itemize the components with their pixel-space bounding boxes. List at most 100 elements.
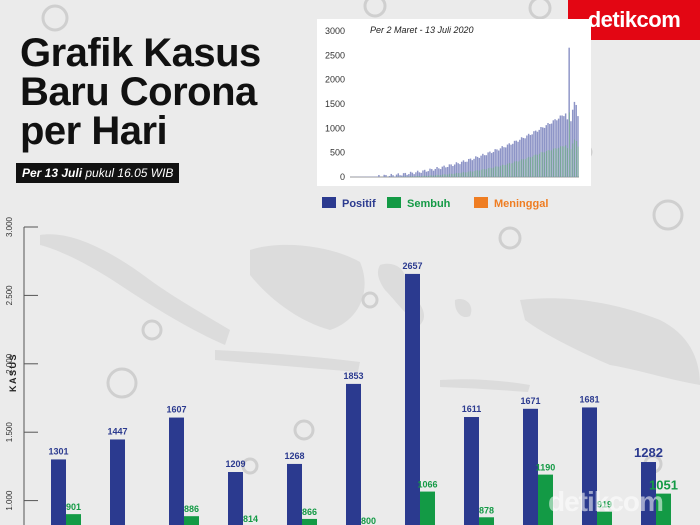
inset-bar-sembuh <box>429 175 431 177</box>
inset-bar-positif <box>408 174 410 177</box>
inset-bar-positif <box>401 175 403 177</box>
bar-sembuh <box>66 514 81 525</box>
inset-bar-positif <box>439 169 442 177</box>
chart-title: Grafik Kasus Baru Corona per Hari <box>20 33 310 153</box>
inset-bar-positif <box>450 164 452 177</box>
inset-bar-positif <box>490 153 493 177</box>
inset-bar-sembuh <box>482 168 484 177</box>
inset-chart: 3000 2500 2000 1500 1000 500 0 <box>325 26 579 182</box>
timestamp-time: pukul 16.05 WIB <box>82 166 174 180</box>
watermark: detikcom <box>548 486 664 517</box>
bar-label-positif: 2657 <box>402 261 422 271</box>
bar-positif <box>405 273 420 525</box>
inset-bar-positif <box>392 175 394 177</box>
inset-bar-positif <box>429 168 431 177</box>
inset-date-range: Per 2 Maret - 13 Juli 2020 <box>370 25 474 35</box>
inset-bar-positif <box>411 172 414 177</box>
inset-bar-sembuh <box>517 161 519 177</box>
inset-bar-positif <box>497 150 500 177</box>
inset-bar-positif <box>453 164 456 177</box>
inset-bar-sembuh <box>523 159 524 177</box>
inset-bar-sembuh <box>405 176 406 177</box>
inset-bar-positif <box>434 168 437 177</box>
inset-bar-sembuh <box>576 140 577 177</box>
y-tick-label: 3.000 <box>5 216 14 237</box>
inset-bar-sembuh <box>452 174 454 177</box>
inset-bar-positif <box>469 158 472 177</box>
inset-bar-positif <box>506 144 509 177</box>
bar-positif <box>523 408 538 525</box>
inset-bar-positif <box>415 172 417 177</box>
inset-bar-sembuh <box>503 165 505 177</box>
bar-label-positif: 1853 <box>343 371 363 381</box>
inset-bar-positif <box>452 166 454 177</box>
timestamp-badge: Per 13 Juli pukul 16.05 WIB <box>16 163 180 183</box>
inset-bar-sembuh <box>542 152 544 177</box>
inset-bar-sembuh <box>428 175 429 177</box>
y-tick-label: 2.500 <box>5 285 14 306</box>
inset-bar-sembuh <box>422 175 424 177</box>
inset-bar-sembuh <box>568 112 570 177</box>
inset-bar-positif <box>413 174 415 177</box>
bar-label-positif: 1268 <box>284 451 304 461</box>
inset-bar-positif <box>395 174 398 177</box>
inset-bar-positif <box>446 166 449 177</box>
inset-bar-positif <box>478 157 481 177</box>
legend-swatch-positif <box>322 197 336 208</box>
inset-bar-positif <box>483 155 486 177</box>
inset-bar-sembuh <box>442 174 443 177</box>
inset-bar-sembuh <box>537 154 538 177</box>
inset-bar-positif <box>443 165 445 177</box>
bar-positif <box>464 417 479 525</box>
inset-bar-positif <box>482 153 484 177</box>
inset-bar-sembuh <box>431 175 433 177</box>
inset-bar-sembuh <box>489 167 491 177</box>
bar-label-sembuh: 1066 <box>417 480 437 490</box>
inset-bar-positif <box>445 167 447 177</box>
inset-bar-positif <box>457 163 459 177</box>
inset-bar-sembuh <box>524 159 526 177</box>
inset-bar-sembuh <box>484 169 486 177</box>
inset-bar-sembuh <box>531 156 533 177</box>
inset-bar-sembuh <box>456 172 457 177</box>
inset-bar-sembuh <box>473 171 475 177</box>
bar-sembuh <box>184 516 199 525</box>
bar-label-positif: 1447 <box>107 426 127 436</box>
inset-bar-positif <box>522 137 525 177</box>
inset-bar-sembuh <box>447 174 449 177</box>
inset-bar-sembuh <box>475 170 477 177</box>
inset-bar-positif <box>466 161 468 177</box>
inset-bar-sembuh <box>546 151 547 177</box>
inset-bar-sembuh <box>419 176 420 177</box>
inset-bar-positif <box>510 144 512 177</box>
inset-bar-positif <box>529 135 532 177</box>
inset-bar-sembuh <box>424 175 426 177</box>
bar-sembuh <box>420 491 435 525</box>
inset-bar-positif <box>487 152 489 177</box>
inset-bar-sembuh <box>558 147 560 177</box>
bar-label-sembuh: 1190 <box>536 463 556 473</box>
inset-bar-positif <box>423 169 426 177</box>
inset-bar-sembuh <box>496 166 498 177</box>
inset-bar-positif <box>517 141 519 177</box>
inset-bar-sembuh <box>563 146 565 177</box>
inset-bar-positif <box>448 164 451 177</box>
bar-sembuh <box>302 518 317 525</box>
inset-bar-positif <box>404 172 407 177</box>
inset-bar-sembuh <box>556 148 558 177</box>
inset-bar-positif <box>422 170 424 177</box>
inset-bar-positif <box>473 158 475 177</box>
inset-bar-positif <box>534 130 537 177</box>
title-line-3: per Hari <box>20 109 168 153</box>
bar-positif <box>110 439 125 525</box>
inset-bar-sembuh <box>530 157 531 177</box>
inset-bar-positif <box>489 151 491 177</box>
legend-label-meninggal: Meninggal <box>494 198 549 210</box>
inset-bar-positif <box>383 174 385 177</box>
y-tick-label: 1.500 <box>5 422 14 443</box>
inset-bar-positif <box>418 172 421 177</box>
inset-bar-sembuh <box>436 174 438 177</box>
inset-bar-sembuh <box>459 173 461 177</box>
inset-y-tick: 1500 <box>325 99 345 109</box>
